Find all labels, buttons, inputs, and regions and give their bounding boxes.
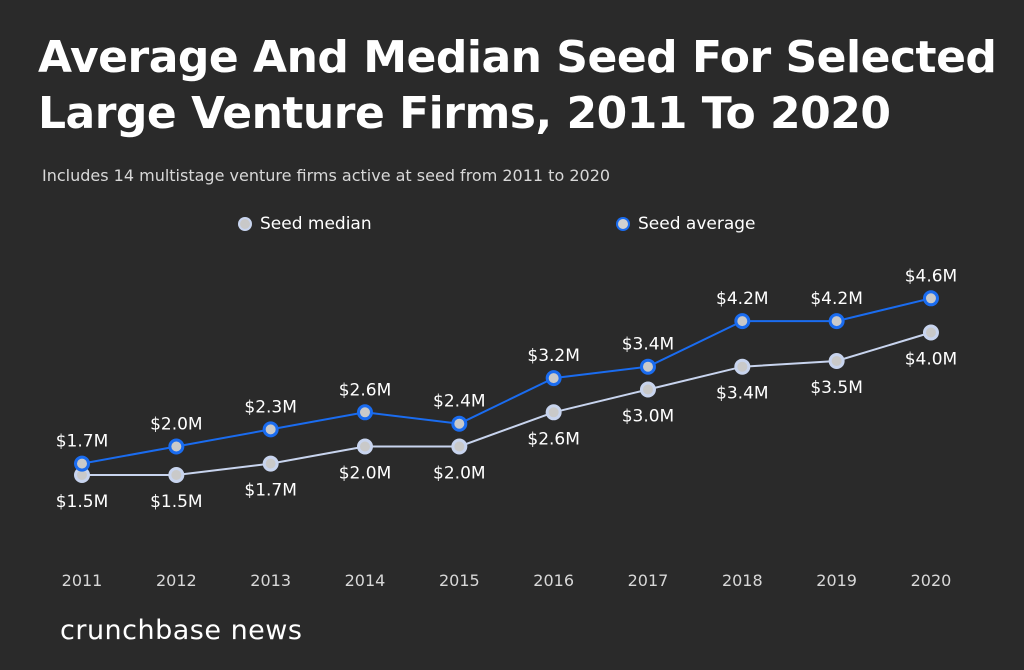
series-line-median (82, 331, 932, 476)
legend-item-average: Seed average (618, 214, 756, 234)
series-line-average (81, 297, 932, 465)
data-point (356, 438, 373, 455)
data-point (828, 313, 845, 330)
data-point (639, 381, 656, 398)
brand-logo: crunchbase news (60, 615, 303, 646)
legend-label: Seed average (638, 214, 756, 234)
x-tick-label: 2017 (628, 571, 669, 590)
data-label: $2.0M (150, 415, 203, 435)
data-label: $3.4M (622, 335, 675, 355)
data-label: $3.5M (810, 378, 863, 398)
data-label: $4.0M (905, 350, 958, 370)
data-point (922, 290, 939, 307)
data-label: $1.7M (244, 481, 297, 501)
data-label: $2.0M (433, 464, 486, 484)
x-tick-label: 2014 (345, 571, 386, 590)
data-point (545, 404, 562, 421)
legend-item-median: Seed median (240, 214, 372, 234)
chart-subtitle: Includes 14 multistage venture firms act… (42, 166, 611, 185)
data-point (639, 358, 656, 375)
x-tick-label: 2020 (911, 571, 952, 590)
legend-marker-icon (240, 219, 250, 229)
legend-marker-icon (618, 219, 628, 229)
x-tick-label: 2016 (533, 571, 574, 590)
x-tick-label: 2015 (439, 571, 480, 590)
data-label: $3.4M (716, 384, 769, 404)
data-label: $2.6M (339, 380, 392, 400)
data-label: $2.4M (433, 392, 486, 412)
data-point (545, 370, 562, 387)
data-label: $3.2M (527, 346, 580, 366)
data-label: $2.0M (339, 464, 392, 484)
data-label: $4.2M (716, 289, 769, 309)
chart-title: Average And Median Seed For Selected Lar… (38, 32, 997, 139)
x-tick-label: 2013 (250, 571, 291, 590)
data-label: $1.5M (150, 492, 203, 512)
data-point (922, 324, 939, 341)
data-point (451, 438, 468, 455)
x-tick-label: 2012 (156, 571, 197, 590)
data-point (356, 404, 373, 421)
data-point (734, 313, 751, 330)
data-point (828, 353, 845, 369)
data-point (451, 415, 468, 432)
data-point (734, 358, 751, 375)
x-tick-label: 2018 (722, 571, 763, 590)
data-point (168, 467, 185, 483)
data-point (168, 438, 185, 455)
data-label: $4.6M (905, 266, 958, 286)
x-tick-label: 2019 (816, 571, 857, 590)
data-label: $2.6M (527, 429, 580, 449)
data-label: $1.7M (56, 432, 109, 452)
data-label: $4.2M (810, 289, 863, 309)
data-label: $2.3M (244, 397, 297, 417)
data-point (262, 421, 279, 438)
data-label: $3.0M (622, 407, 675, 427)
data-label: $1.5M (56, 492, 109, 512)
data-point (262, 455, 279, 472)
legend-label: Seed median (260, 214, 372, 234)
data-point (74, 455, 90, 472)
x-tick-label: 2011 (62, 571, 103, 590)
